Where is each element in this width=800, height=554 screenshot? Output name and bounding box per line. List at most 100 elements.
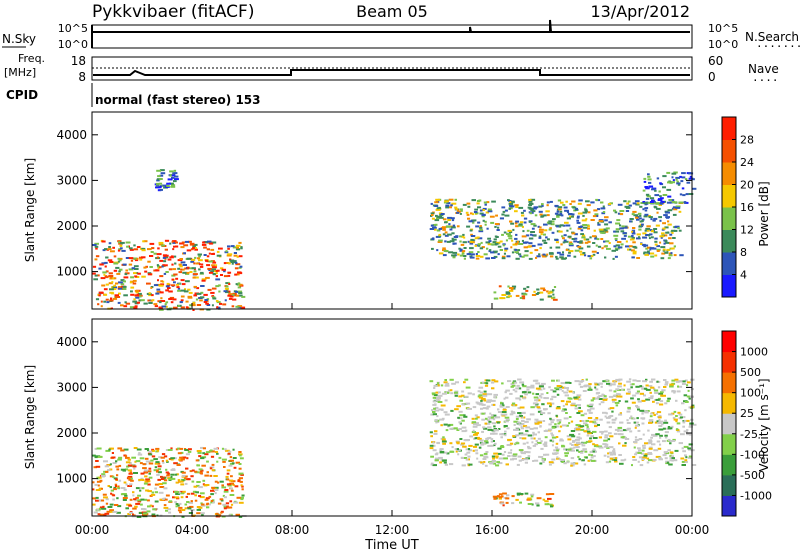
power-data-cell xyxy=(482,207,487,210)
velocity-data-cell xyxy=(670,455,674,458)
velocity-data-cell xyxy=(458,421,461,424)
power-data-cell xyxy=(158,182,163,185)
power-data-cell xyxy=(186,266,190,269)
power-data-cell xyxy=(163,272,167,275)
velocity-data-cell xyxy=(120,487,126,489)
velocity-data-cell xyxy=(632,379,637,382)
velocity-data-cell xyxy=(614,417,618,420)
velocity-data-cell xyxy=(616,393,620,396)
power-data-cell xyxy=(188,240,192,243)
power-data-cell xyxy=(678,210,682,213)
power-data-cell xyxy=(653,231,658,234)
power-data-cell xyxy=(497,253,500,256)
velocity-data-cell xyxy=(127,464,133,467)
power-data-cell xyxy=(155,182,160,185)
velocity-data-cell xyxy=(598,445,602,448)
power-data-cell xyxy=(196,304,202,306)
power-data-cell xyxy=(448,198,454,201)
power-data-cell xyxy=(519,221,524,224)
power-data-cell xyxy=(211,295,215,298)
velocity-data-cell xyxy=(515,442,520,445)
power-data-cell xyxy=(653,199,656,202)
power-data-cell xyxy=(598,228,604,231)
velocity-data-cell xyxy=(656,420,659,423)
velocity-data-cell xyxy=(98,508,101,510)
velocity-data-cell xyxy=(607,452,610,455)
velocity-data-cell xyxy=(569,442,572,445)
power-data-cell xyxy=(151,247,155,250)
power-data-cell xyxy=(171,274,176,277)
velocity-data-cell xyxy=(660,391,664,394)
velocity-data-cell xyxy=(239,480,243,483)
velocity-data-cell xyxy=(600,401,605,404)
velocity-data-cell xyxy=(654,391,659,394)
velocity-data-cell xyxy=(659,434,663,437)
velocity-data-cell xyxy=(117,487,120,490)
velocity-data-cell xyxy=(655,455,661,458)
power-data-cell xyxy=(486,247,489,250)
velocity-data-cell xyxy=(556,393,560,396)
power-data-cell xyxy=(596,252,599,254)
power-data-cell xyxy=(515,220,519,223)
power-data-cell xyxy=(211,264,216,267)
power-data-cell xyxy=(160,280,163,283)
velocity-data-cell xyxy=(162,482,167,485)
velocity-data-cell xyxy=(494,416,498,419)
velocity-data-cell xyxy=(553,449,558,452)
velocity-data-cell xyxy=(432,413,437,416)
power-data-cell xyxy=(170,301,174,304)
velocity-data-cell xyxy=(190,475,194,478)
velocity-data-cell xyxy=(681,447,684,450)
velocity-data-cell xyxy=(228,464,233,467)
velocity-data-cell xyxy=(643,394,646,397)
power-data-cell xyxy=(671,199,675,202)
velocity-data-cell xyxy=(578,437,582,440)
velocity-data-cell xyxy=(634,453,638,456)
power-data-cell xyxy=(178,271,183,274)
power-data-cell xyxy=(469,255,473,258)
power-data-cell xyxy=(582,252,586,254)
power-data-cell xyxy=(472,221,475,224)
velocity-data-cell xyxy=(642,444,646,447)
velocity-data-cell xyxy=(142,463,146,466)
velocity-data-cell xyxy=(171,477,176,480)
velocity-data-cell xyxy=(672,416,676,419)
power-data-cell xyxy=(93,278,98,281)
power-data-cell xyxy=(479,209,483,212)
velocity-data-cell xyxy=(109,486,112,489)
velocity-data-cell xyxy=(174,457,177,460)
power-data-cell xyxy=(604,245,608,248)
velocity-data-cell xyxy=(137,494,141,497)
velocity-data-cell xyxy=(554,387,560,390)
time-tick-label: 04:00 xyxy=(175,523,210,537)
velocity-data-cell xyxy=(676,430,681,433)
velocity-colorbar-tick-label: -1000 xyxy=(740,489,772,502)
velocity-data-cell xyxy=(436,396,441,399)
power-data-cell xyxy=(184,240,190,243)
power-data-cell xyxy=(171,284,176,287)
power-data-cell xyxy=(216,250,220,253)
velocity-data-cell xyxy=(139,503,143,506)
velocity-data-cell xyxy=(492,440,495,442)
velocity-data-cell xyxy=(105,470,109,473)
velocity-data-cell xyxy=(154,466,158,469)
power-data-cell xyxy=(208,269,211,271)
velocity-data-cell xyxy=(109,503,114,506)
power-data-cell xyxy=(239,265,243,268)
velocity-data-cell xyxy=(633,441,638,443)
power-data-cell xyxy=(479,226,483,229)
velocity-data-cell xyxy=(143,512,148,515)
power-data-cell xyxy=(477,243,481,246)
power-data-cell xyxy=(174,262,177,265)
power-data-cell xyxy=(459,254,464,257)
velocity-data-cell xyxy=(503,407,506,410)
power-data-cell xyxy=(549,246,553,249)
velocity-data-cell xyxy=(515,498,519,501)
power-data-cell xyxy=(172,240,177,243)
power-data-cell xyxy=(631,213,635,216)
velocity-data-cell xyxy=(227,506,233,509)
velocity-data-cell xyxy=(686,381,691,384)
power-data-cell xyxy=(504,214,510,217)
velocity-data-cell xyxy=(213,447,218,450)
velocity-data-cell xyxy=(144,471,148,474)
